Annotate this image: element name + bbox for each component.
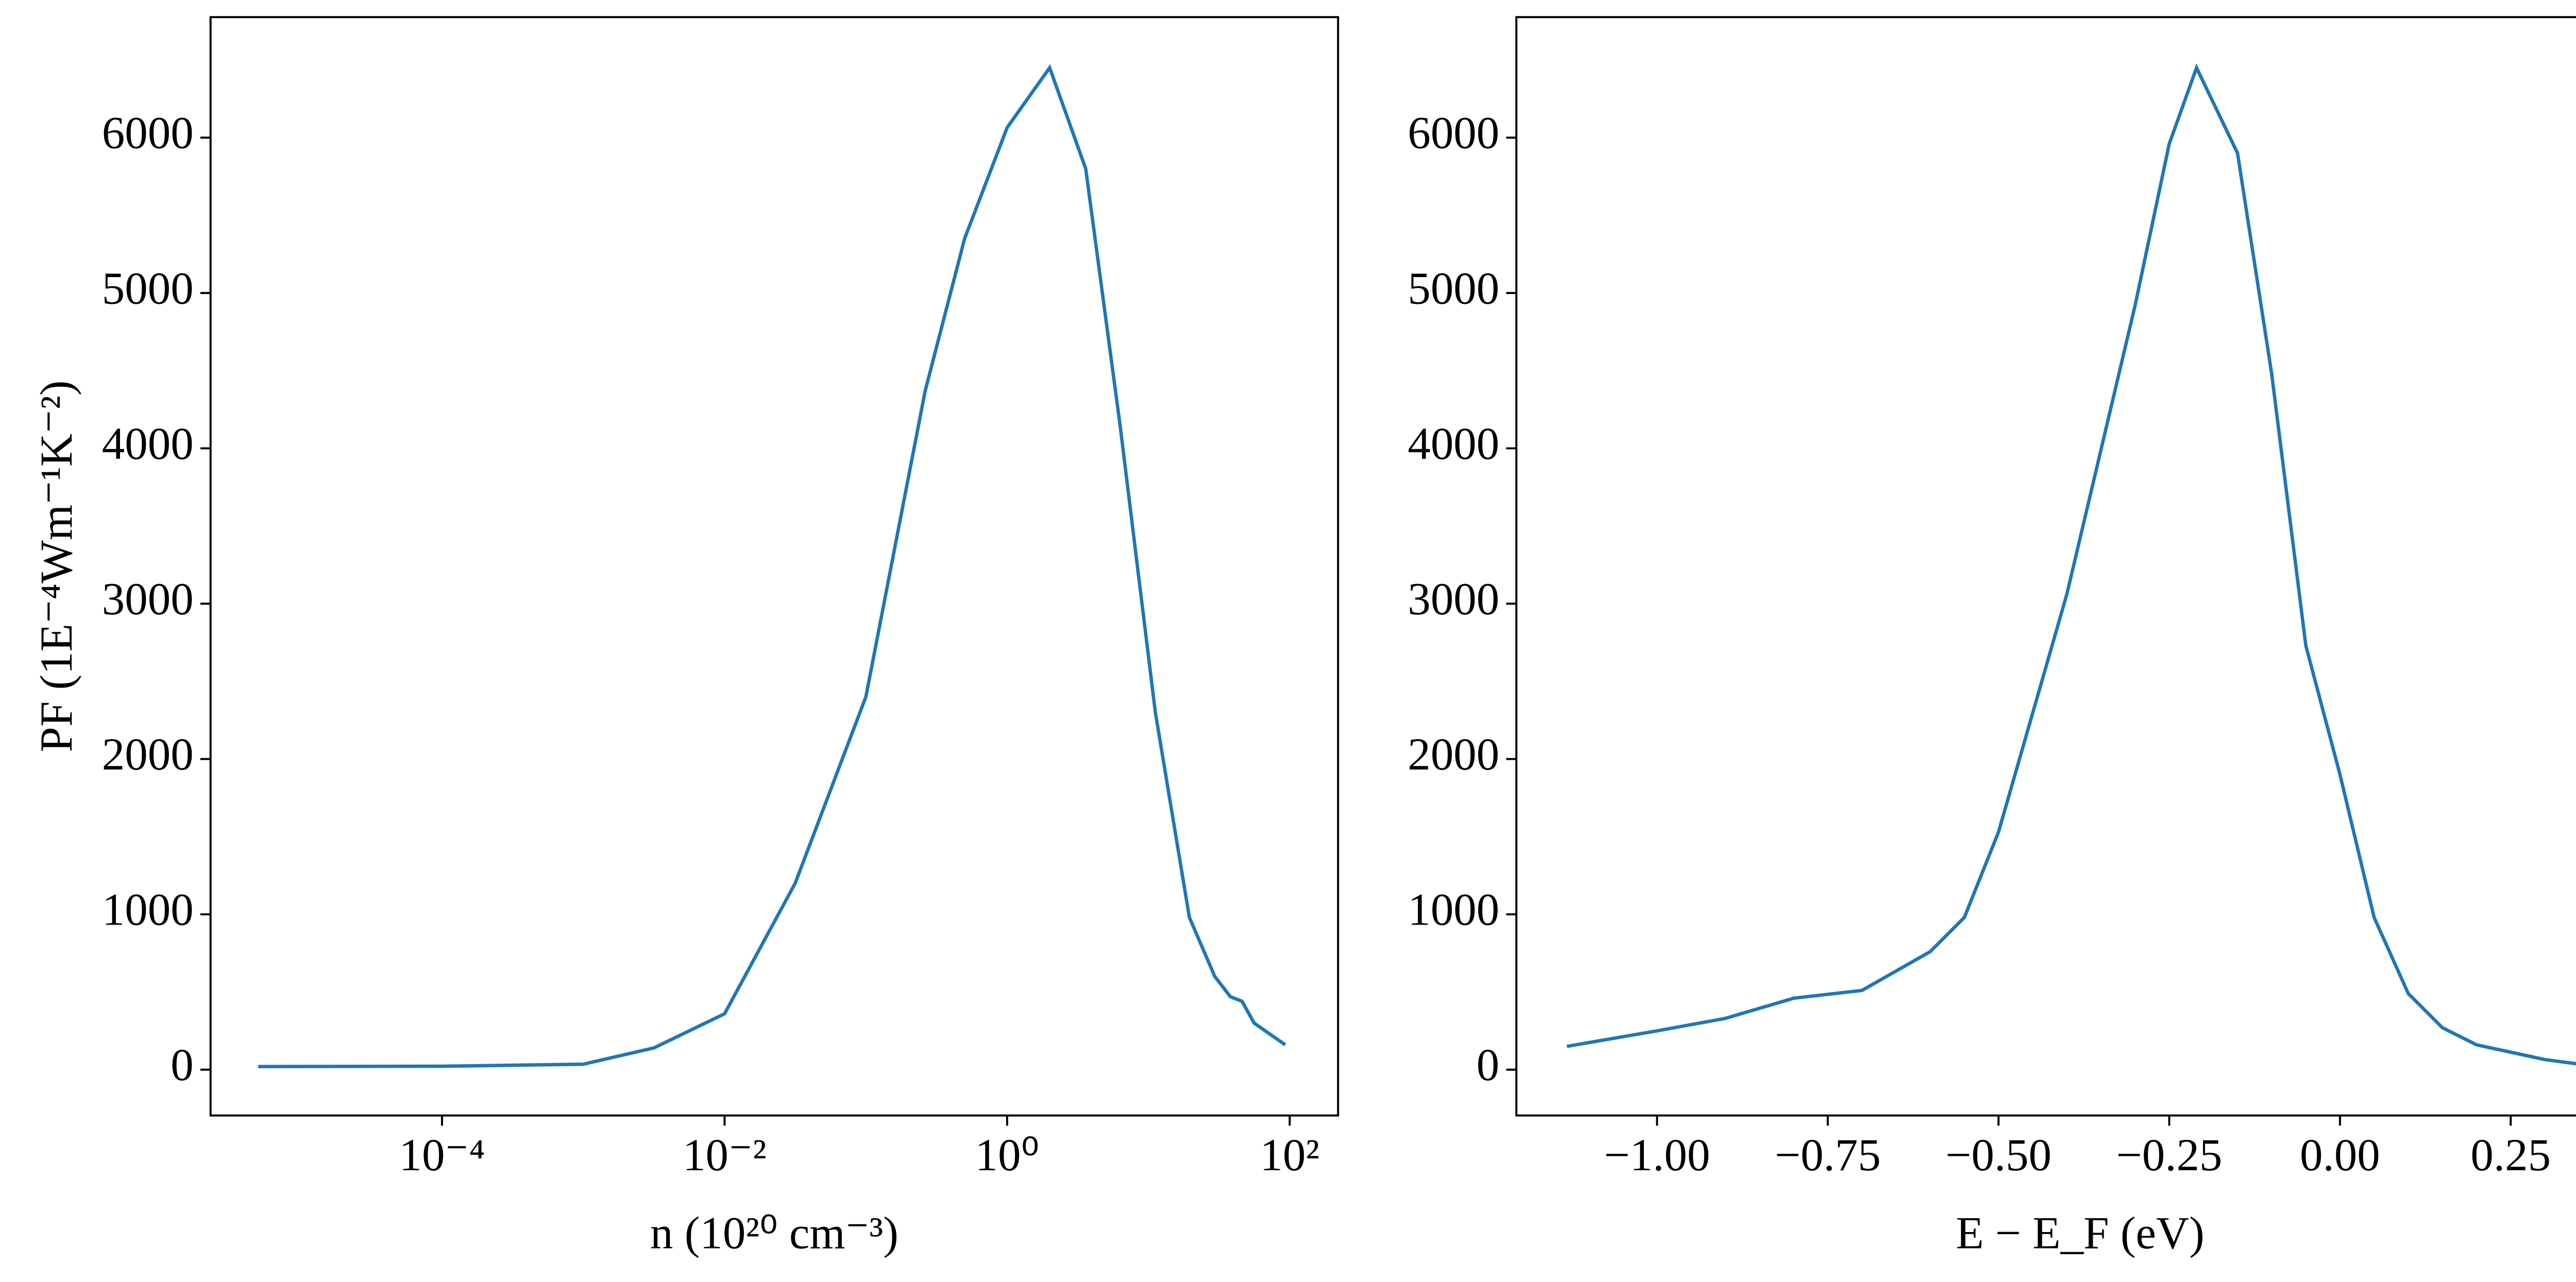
x-tick-label: 10⁰ [975, 1130, 1040, 1181]
x-tick-label: 10⁻² [683, 1130, 767, 1181]
x-tick-label: 10² [1260, 1130, 1319, 1181]
y-tick-label: 1000 [1408, 885, 1499, 935]
y-tick-label: 2000 [102, 729, 194, 780]
x-tick-label: −0.25 [2116, 1130, 2223, 1181]
y-tick-label: 3000 [102, 574, 194, 624]
y-tick-label: 3000 [1408, 574, 1499, 624]
y-tick-label: 5000 [102, 263, 194, 314]
y-tick-label: 2000 [1408, 729, 1499, 780]
y-tick-label: 0 [1477, 1040, 1499, 1090]
x-tick-label: 0.00 [2300, 1130, 2380, 1181]
y-tick-label: 6000 [102, 108, 194, 159]
y-tick-label: 4000 [102, 419, 194, 469]
x-tick-label: −0.75 [1775, 1130, 1881, 1181]
plot-frame [1515, 16, 2576, 1117]
x-tick-label: −0.50 [1945, 1130, 2052, 1181]
x-tick-label: 10⁻⁴ [399, 1130, 485, 1181]
y-tick-label: 1000 [102, 885, 194, 935]
data-line [1566, 63, 2576, 1066]
y-tick-label: 5000 [1408, 263, 1499, 314]
x-axis-label: E − E_F (eV) [1956, 1208, 2205, 1258]
plot-frame [209, 16, 1340, 1117]
y-tick-label: 6000 [1408, 108, 1499, 159]
x-axis-label: n (10²⁰ cm⁻³) [650, 1208, 899, 1258]
x-tick-label: −1.00 [1604, 1130, 1710, 1181]
x-tick-label: 0.25 [2470, 1130, 2551, 1181]
y-tick-label: 4000 [1408, 419, 1499, 469]
y-tick-label: 0 [171, 1040, 193, 1090]
data-line [258, 64, 1286, 1069]
y-axis-label: PF (1E⁻⁴Wm⁻¹K⁻²) [31, 380, 82, 752]
